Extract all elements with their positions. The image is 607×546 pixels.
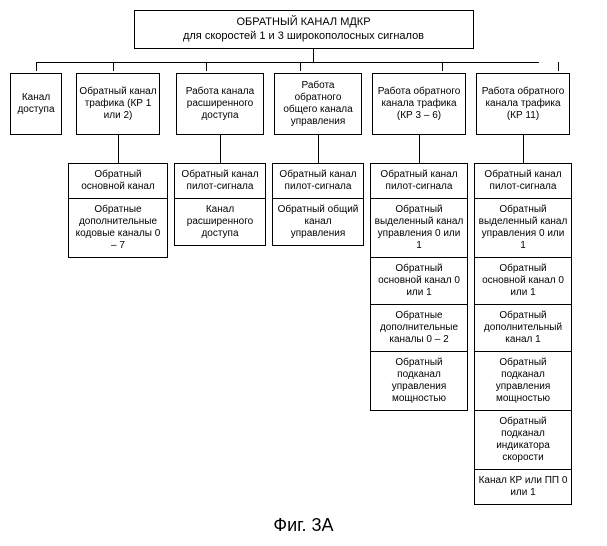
stack-cell: Обратный канал пилот-сигнала [371,164,467,199]
stack-cell: Обратный подканал управления мощностью [475,352,571,411]
stack-cell: Канал КР или ПП 0 или 1 [475,470,571,504]
stack-cell: Обратный канал пилот-сигнала [175,164,265,199]
level1-node: Работа обратного канала трафика (КР 3 – … [372,73,466,135]
stack-cell: Обратные дополнительные каналы 0 – 2 [371,305,467,352]
level1-node: Работа обратного канала трафика (КР 11) [476,73,570,135]
stack-cell: Обратные дополнительные кодовые каналы 0… [69,199,167,257]
connector-stub [419,135,420,163]
tree-column: Работа обратного общего канала управлени… [272,73,364,246]
stack-cell: Обратный общий канал управления [273,199,363,245]
connector-stub [220,135,221,163]
stack-cell: Обратный канал пилот-сигнала [273,164,363,199]
level1-node: Канал доступа [10,73,62,135]
connector-stub [118,135,119,163]
tree-column: Обратный канал трафика (КР 1 или 2) Обрат… [68,73,168,258]
stack-cell: Обратный выделенный канал управления 0 и… [475,199,571,258]
tree-column: Работа канала расширенного доступа Обратн… [174,73,266,246]
child-stack: Обратный канал пилот-сигналаОбратный выд… [474,163,572,505]
stack-cell: Обратный дополнительный канал 1 [475,305,571,352]
level1-node: Работа канала расширенного доступа [176,73,264,135]
tree-column: Работа обратного канала трафика (КР 3 – … [370,73,468,411]
stack-cell: Обратный основной канал 0 или 1 [371,258,467,305]
connector-stub [523,135,524,163]
stack-cell: Обратный подканал управления мощностью [371,352,467,410]
figure-caption: Фиг. 3A [10,515,597,536]
child-stack: Обратный основной каналОбратные дополнит… [68,163,168,258]
child-stack: Обратный канал пилот-сигналаКанал расшир… [174,163,266,246]
connector-stub [318,135,319,163]
level1-node: Обратный канал трафика (КР 1 или 2) [76,73,160,135]
connector-area [10,53,597,71]
tree-column: Канал доступа [10,73,62,135]
level1-row: Канал доступаОбратный канал трафика (КР … [10,73,597,505]
stack-cell: Канал расширенного доступа [175,199,265,245]
stack-cell: Обратный основной канал 0 или 1 [475,258,571,305]
stack-cell: Обратный подканал индикатора скорости [475,411,571,470]
stack-cell: Обратный основной канал [69,164,167,199]
child-stack: Обратный канал пилот-сигналаОбратный выд… [370,163,468,411]
root-title: ОБРАТНЫЙ КАНАЛ МДКР [143,15,465,29]
child-stack: Обратный канал пилот-сигналаОбратный общ… [272,163,364,246]
stack-cell: Обратный канал пилот-сигнала [475,164,571,199]
root-subtitle: для скоростей 1 и 3 широкополосных сигна… [143,29,465,43]
level1-node: Работа обратного общего канала управлени… [274,73,362,135]
tree-column: Работа обратного канала трафика (КР 11) О… [474,73,572,505]
stack-cell: Обратный выделенный канал управления 0 и… [371,199,467,258]
root-node: ОБРАТНЫЙ КАНАЛ МДКР для скоростей 1 и 3 … [134,10,474,49]
